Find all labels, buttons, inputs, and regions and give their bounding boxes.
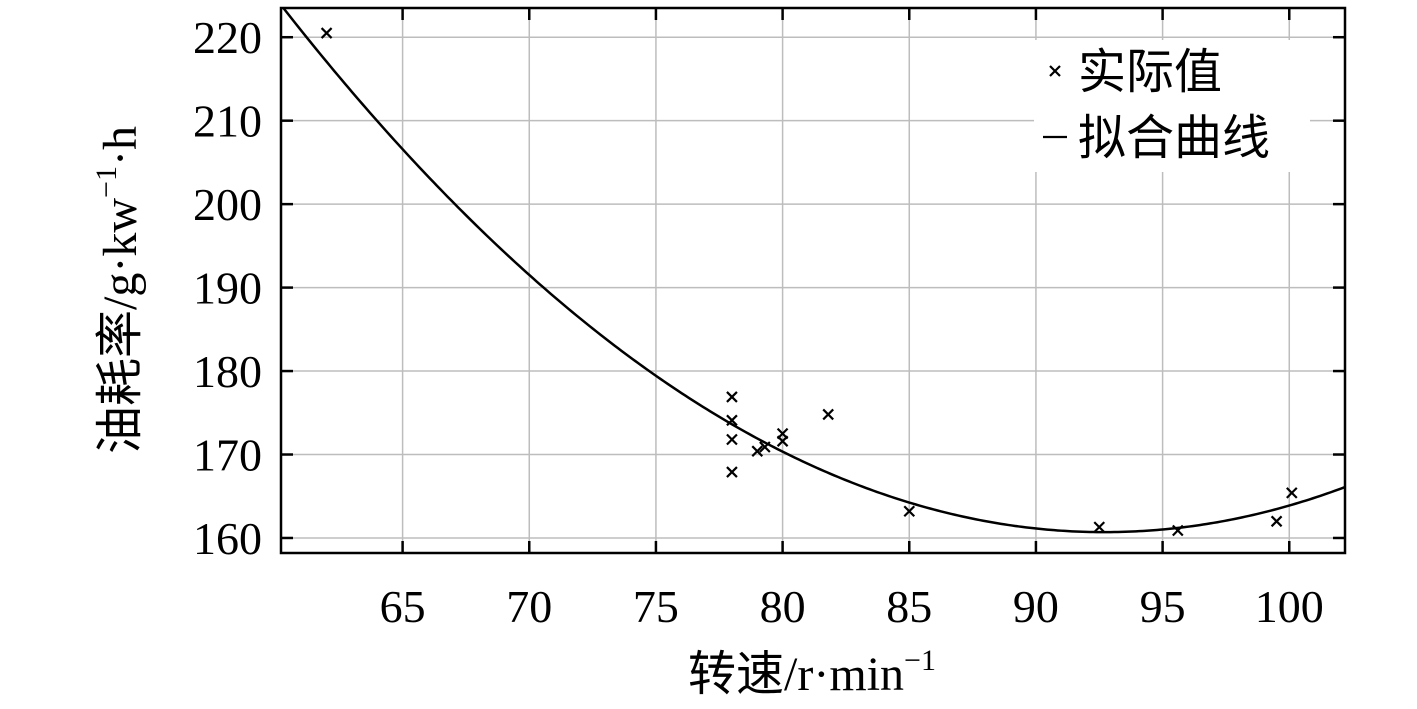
x-axis-label: 转速/r·min−1	[688, 644, 936, 701]
fit-curve-layer	[281, 8, 1345, 534]
data-point	[1270, 515, 1283, 528]
data-point	[726, 391, 738, 403]
legend-label-fit: 拟合曲线	[1078, 112, 1270, 165]
y-axis-label-sup: −1	[90, 166, 123, 198]
data-point	[1093, 521, 1106, 533]
legend: 实际值 拟合曲线	[1034, 40, 1310, 172]
x-axis-label-sup: −1	[904, 644, 936, 677]
y-axis-label-tail: ·h	[94, 126, 147, 166]
x-tick-label: 65	[380, 581, 426, 632]
tick-marks	[281, 8, 1345, 553]
y-tick-label: 170	[193, 430, 262, 481]
y-tick-label: 210	[193, 96, 262, 147]
x-tick-label: 75	[633, 581, 679, 632]
y-tick-label: 200	[193, 179, 262, 230]
data-point	[903, 505, 916, 518]
legend-marker-actual	[1049, 65, 1061, 77]
data-point	[822, 408, 834, 421]
y-tick-label: 190	[193, 263, 262, 314]
x-tick-label: 80	[760, 581, 806, 632]
x-axis-label-main: 转速/r·min	[688, 648, 904, 701]
x-tick-label: 70	[506, 581, 552, 632]
y-axis-label: 油耗率/g·kw−1·h	[90, 126, 147, 454]
data-point	[320, 27, 333, 39]
plot-frame	[279, 6, 1347, 555]
data-point	[759, 441, 771, 453]
data-point	[776, 435, 789, 447]
data-point	[726, 414, 738, 427]
legend-label-actual: 实际值	[1078, 46, 1222, 99]
y-axis-label-main: 油耗率/g·kw	[94, 198, 147, 454]
x-tick-label: 100	[1255, 581, 1324, 632]
data-point	[1286, 487, 1298, 499]
data-point	[726, 466, 738, 478]
x-tick-label: 90	[1013, 581, 1059, 632]
data-point	[1172, 524, 1184, 537]
y-tick-label: 180	[193, 346, 262, 397]
x-tick-label: 85	[886, 581, 932, 632]
y-tick-label: 220	[193, 12, 262, 63]
data-points-layer	[320, 27, 1298, 537]
x-tick-labels: 65 70 75 80 85 90 95 100	[380, 581, 1324, 632]
legend-background	[1034, 40, 1310, 172]
fit-curve	[281, 8, 1345, 534]
x-tick-label: 95	[1140, 581, 1186, 632]
data-point	[726, 433, 738, 446]
y-tick-labels: 160 170 180 190 200 210 220	[193, 12, 262, 564]
data-point	[751, 445, 764, 457]
y-tick-label: 160	[193, 513, 262, 564]
